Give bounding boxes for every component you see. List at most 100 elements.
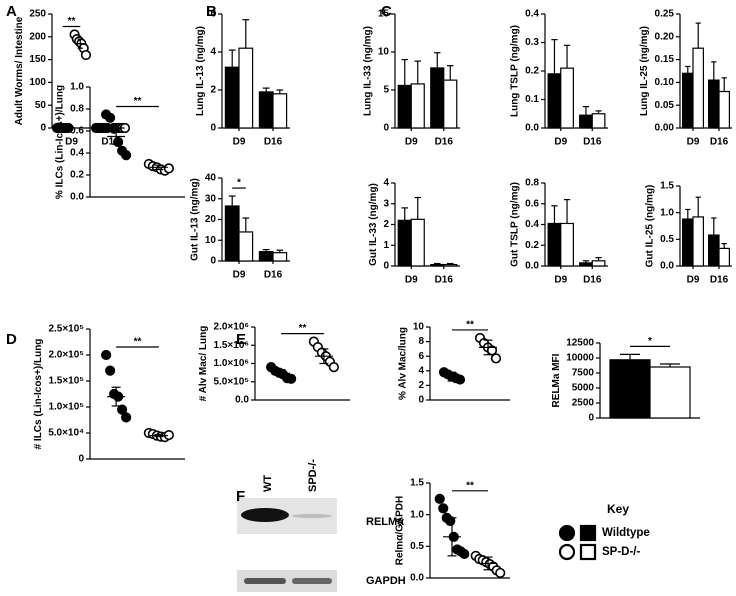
y-axis-label: Gut TSLP (ng/mg) [510, 182, 521, 267]
bar [681, 72, 694, 129]
y-tick-label: 0.3 [525, 37, 539, 48]
y-tick-label: 100 [29, 77, 46, 88]
bar [591, 260, 606, 267]
y-tick-label: 0.8 [525, 178, 539, 189]
band-label: RELMα [366, 516, 404, 528]
x-tick-label: D9 [405, 137, 418, 148]
legend-swatch [579, 543, 597, 561]
y-axis-label: # Alv Mac/ Lung [198, 326, 209, 402]
y-tick-label: 20 [205, 214, 217, 225]
x-tick-label: D16 [264, 137, 283, 148]
y-tick-label: 0.0 [525, 261, 539, 272]
panel-label: A [6, 3, 17, 20]
significance-label: ** [466, 480, 474, 491]
y-tick-label: 1.5×10⁶ [214, 340, 249, 351]
data-point [459, 548, 470, 560]
data-point [434, 493, 445, 504]
data-point [80, 49, 92, 61]
y-axis-label: Gut IL-13 (ng/mg) [190, 178, 201, 261]
y-tick-label: 15 [378, 9, 390, 20]
y-axis-label: Relmα/GAPDH [395, 496, 406, 566]
x-tick-label: D9 [233, 270, 246, 281]
x-tick-label: D16 [435, 275, 454, 286]
y-tick-label: 2.0×10⁵ [48, 350, 84, 361]
y-tick-label: 0.6 [70, 126, 84, 137]
x-tick-label: D16 [710, 137, 729, 148]
bar [258, 91, 274, 129]
panel-label: F [236, 488, 245, 505]
bar [258, 251, 274, 262]
y-axis-label: Lung IL-25 (ng/mg) [639, 26, 650, 116]
bar [397, 219, 412, 267]
y-tick-label: 0.0 [525, 123, 539, 134]
bar [430, 263, 445, 267]
x-tick-label: D16 [583, 137, 602, 148]
x-tick-label: D16 [710, 275, 729, 286]
y-axis-label: Lung TSLP (ng/mg) [510, 25, 521, 117]
y-axis-label: # ILCs (Lin-Icos+)/Lung [33, 339, 44, 450]
y-tick-label: 150 [29, 54, 46, 65]
bar [591, 113, 606, 129]
significance-label: ** [299, 323, 307, 334]
bar [560, 67, 574, 129]
y-tick-label: 8 [418, 336, 424, 347]
lane-label: WT [262, 475, 274, 492]
y-axis-label: % Alv Mac/lung [398, 327, 409, 400]
bar [224, 205, 240, 262]
bar [707, 234, 720, 267]
x-tick-label: D9 [687, 137, 700, 148]
bar [443, 263, 458, 267]
y-tick-label: 10 [413, 322, 425, 333]
data-point [121, 412, 132, 423]
y-tick-label: 4 [210, 47, 216, 58]
x-tick-label: D16 [435, 137, 454, 148]
blot-band [292, 514, 332, 518]
blot-background [237, 570, 337, 592]
y-tick-label: 0.20 [655, 31, 675, 42]
y-tick-label: 2500 [572, 398, 595, 409]
y-tick-label: 0 [210, 123, 216, 134]
x-tick-label: D16 [583, 275, 602, 286]
y-tick-label: 0.0 [410, 573, 424, 584]
y-tick-label: 0.2 [525, 240, 539, 251]
y-tick-label: 0 [588, 413, 594, 424]
x-tick-label: D16 [264, 270, 283, 281]
y-tick-label: 6 [210, 9, 216, 20]
y-tick-label: 1.0×10⁶ [214, 358, 249, 369]
y-tick-label: 0.8 [70, 104, 84, 115]
blot-band [241, 508, 289, 522]
y-tick-label: 1.0×10⁵ [48, 402, 84, 413]
y-tick-label: 250 [29, 9, 46, 20]
y-tick-label: 30 [205, 193, 217, 204]
y-tick-label: 0 [40, 123, 46, 134]
y-tick-label: 0.5 [660, 234, 674, 245]
data-point [105, 365, 116, 376]
bar [579, 114, 593, 129]
bar [547, 222, 562, 267]
bar [692, 216, 704, 267]
western-blot: WT SPD-/- RELMα GAPDH [237, 459, 406, 592]
panel-label: C [381, 3, 392, 20]
bar [692, 47, 704, 129]
y-tick-label: 0 [418, 395, 424, 406]
significance-label: ** [68, 16, 76, 27]
y-tick-label: 2 [418, 380, 424, 391]
y-tick-label: 0.6 [525, 198, 539, 209]
bar [410, 83, 425, 129]
x-tick-label: D9 [554, 137, 567, 148]
y-axis-label: Lung IL-13 (ng/mg) [195, 26, 206, 116]
y-tick-label: 2 [383, 219, 389, 230]
bar [443, 79, 458, 129]
y-tick-label: 1.0 [70, 82, 84, 93]
x-tick-label: D9 [687, 275, 700, 286]
bar [238, 47, 254, 129]
legend-swatch [558, 524, 576, 542]
bar [718, 90, 730, 129]
y-tick-label: 0.2 [70, 170, 84, 181]
bar [718, 247, 730, 267]
y-tick-label: 0.2 [525, 66, 539, 77]
x-tick-label: D9 [554, 275, 567, 286]
bar [272, 93, 288, 129]
bar [707, 79, 720, 129]
